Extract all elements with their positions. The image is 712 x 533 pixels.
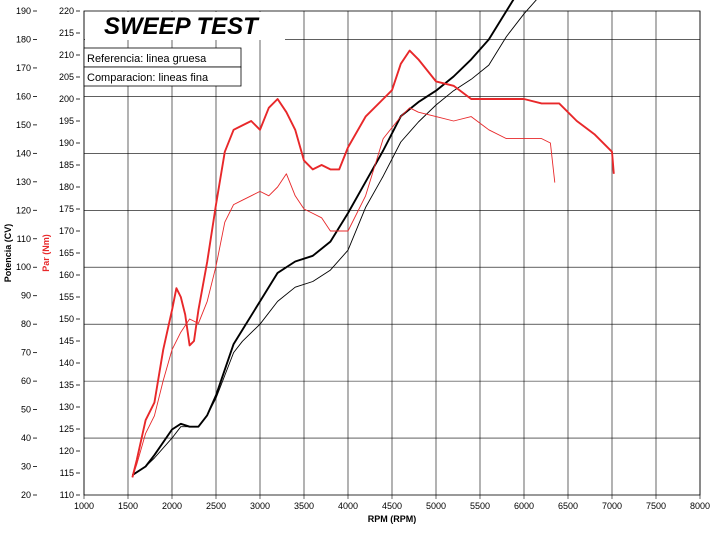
power-tick-label: 150 [16,120,31,130]
title-box [85,12,285,40]
plot-frame [83,10,701,496]
x-tick-label: 3500 [294,501,314,511]
torque-tick-label: 195 [59,116,74,126]
power-tick-label: 100 [16,262,31,272]
power-tick-label: 90 [21,291,31,301]
torque-tick-label: 220 [59,6,74,16]
torque-tick-label: 180 [59,182,74,192]
torque-tick-label: 175 [59,204,74,214]
x-axis-title: RPM (RPM) [368,514,417,524]
torque-tick-label: 110 [60,490,74,500]
power-tick-label: 170 [16,63,31,73]
torque-tick-label: 190 [59,138,74,148]
x-tick-label: 7500 [646,501,666,511]
power-tick-label: 160 [16,91,31,101]
power-tick-label: 80 [21,319,31,329]
x-tick-label: 6500 [558,501,578,511]
torque-tick-label: 155 [59,292,74,302]
power-tick-label: 60 [21,376,31,386]
power-tick-label: 30 [21,462,31,472]
power-tick-label: 130 [16,177,31,187]
torque-tick-label: 145 [59,336,74,346]
torque-tick-label: 120 [59,446,74,456]
torque-tick-label: 125 [59,424,74,434]
power-tick-label: 190 [16,6,31,16]
power-series-thin [132,0,537,476]
power-tick-label: 120 [16,205,31,215]
x-tick-label: 1000 [74,501,94,511]
torque-series-thick [131,49,615,478]
torque-tick-label: 185 [59,160,74,170]
x-tick-label: 1500 [118,501,138,511]
power-axis-ticks: 20 30 40 50 60 70 80 90 100 110 120 130 140 150 160 170… [16,6,37,500]
x-axis-ticks: 1000 1500 2000 2500 3000 3500 4000 4500 5000 5500… [74,501,710,511]
x-tick-label: 8000 [690,501,710,511]
legend: Referencia: linea gruesa Comparacion: li… [83,47,242,87]
power-tick-label: 110 [17,234,31,244]
x-tick-label: 7000 [602,501,622,511]
torque-tick-label: 130 [59,402,74,412]
x-tick-label: 2000 [162,501,182,511]
power-tick-label: 180 [16,34,31,44]
torque-tick-label: 140 [59,358,74,368]
power-tick-label: 20 [21,490,31,500]
x-tick-label: 5000 [426,501,446,511]
torque-tick-label: 150 [59,314,74,324]
torque-tick-label: 215 [59,28,74,38]
x-tick-label: 5500 [470,501,490,511]
power-tick-label: 40 [21,433,31,443]
torque-tick-label: 165 [59,248,74,258]
legend-ref-label: Referencia: linea gruesa [87,53,207,65]
torque-tick-label: 200 [59,94,74,104]
x-tick-label: 2500 [206,501,226,511]
torque-axis-title: Par (Nm) [41,234,51,272]
power-tick-label: 70 [21,348,31,358]
power-tick-label: 50 [21,405,31,415]
torque-series-thin [131,107,556,478]
torque-tick-label: 115 [60,468,74,478]
series-lines [131,0,615,478]
chart-title: SWEEP TEST [104,13,260,40]
power-tick-label: 140 [16,148,31,158]
torque-tick-label: 160 [59,270,74,280]
torque-tick-label: 210 [59,50,74,60]
grid-lines [83,11,701,499]
torque-axis-ticks: 110 115 120 125 130 135 140 145 150 155 160 165 170 1… [59,6,80,500]
x-tick-label: 6000 [514,501,534,511]
torque-tick-label: 170 [59,226,74,236]
x-tick-label: 3000 [250,501,270,511]
torque-tick-label: 205 [59,72,74,82]
legend-comp-label: Comparacion: lineas fina [87,72,209,84]
legend-box-comp [83,66,242,87]
power-axis-title: Potencia (CV) [3,224,13,283]
x-tick-label: 4000 [338,501,358,511]
x-tick-label: 4500 [382,501,402,511]
torque-tick-label: 135 [59,380,74,390]
